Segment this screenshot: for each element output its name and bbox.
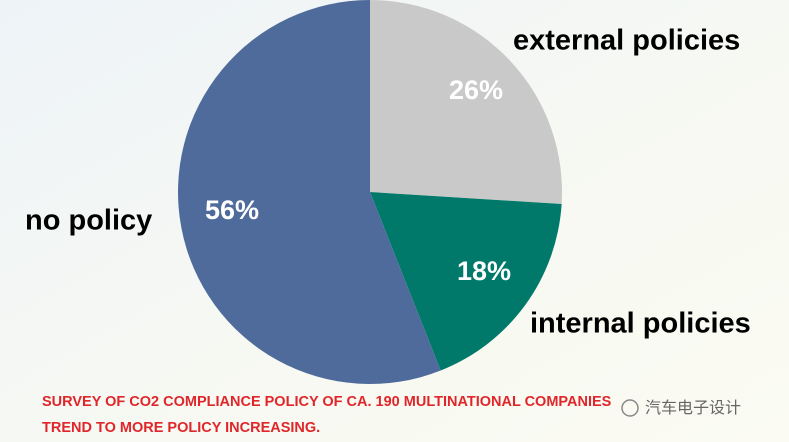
watermark: 汽车电子设计	[645, 399, 741, 417]
footnote: SURVEY OF CO2 COMPLIANCE POLICY OF CA. 1…	[42, 394, 612, 410]
value-label: 26%	[449, 75, 503, 105]
value-label: 18%	[457, 256, 511, 286]
category-label: no policy	[25, 205, 152, 237]
pie-slice	[178, 0, 441, 384]
pie-slice	[370, 0, 562, 205]
value-label: 56%	[205, 195, 259, 225]
footnote: TREND TO MORE POLICY INCREASING.	[42, 420, 320, 436]
category-label: internal policies	[530, 308, 751, 340]
pie	[178, 0, 562, 384]
pie-slice	[370, 192, 562, 371]
watermark-icon	[621, 399, 639, 417]
category-label: external policies	[513, 25, 740, 57]
